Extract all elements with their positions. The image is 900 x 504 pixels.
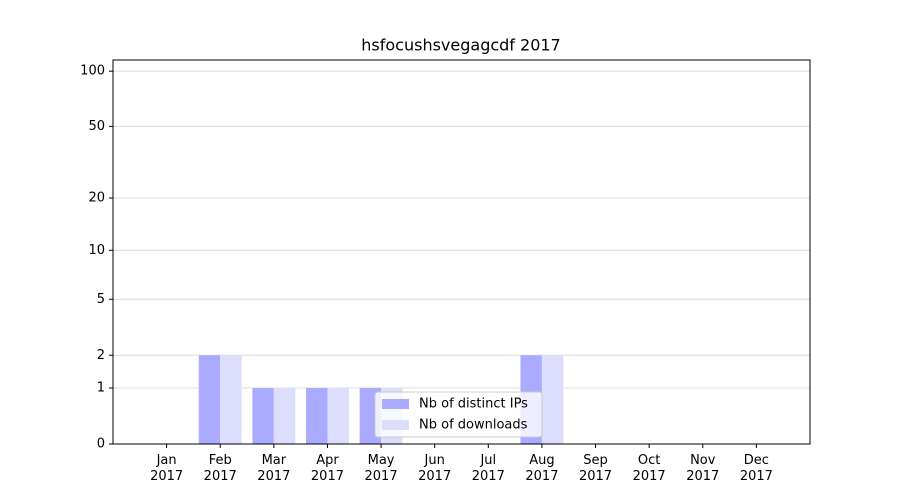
x-tick-label-line: 2017	[633, 469, 666, 484]
bar	[306, 388, 328, 444]
bar	[198, 355, 221, 444]
legend-swatch	[382, 420, 409, 430]
legend-label: Nb of downloads	[419, 418, 528, 433]
x-tick-label-line: 2017	[418, 469, 451, 484]
y-tick-label: 20	[88, 191, 105, 206]
x-tick-label: Dec 2017	[740, 453, 773, 484]
x-tick-label-line: 2017	[740, 469, 773, 484]
bar	[220, 355, 242, 444]
x-tick-label-line: Apr	[316, 453, 339, 468]
x-tick-label: Nov 2017	[686, 453, 719, 484]
bar	[252, 388, 274, 444]
x-tick-label: Oct 2017	[633, 453, 666, 484]
x-tick-label-line: Aug	[529, 453, 554, 468]
x-tick-label: Apr 2017	[311, 453, 344, 484]
y-tick-label: 100	[80, 64, 105, 79]
x-tick-label-line: Feb	[209, 453, 232, 468]
y-tick-label: 50	[88, 119, 105, 134]
y-tick-label: 1	[97, 381, 105, 396]
x-tick-label-line: Jun	[424, 453, 445, 468]
plot-frame	[112, 59, 811, 445]
bar	[273, 388, 296, 444]
x-tick-label-line: Jul	[479, 453, 496, 468]
y-tick-label: 5	[97, 292, 105, 307]
x-tick-label: Aug 2017	[525, 453, 558, 484]
x-tick-label: Jan 2017	[150, 453, 183, 484]
x-tick-label: May 2017	[365, 453, 398, 484]
x-tick-label: Sep 2017	[579, 453, 612, 484]
x-tick-label-line: 2017	[525, 469, 558, 484]
x-tick-label-line: Jan	[156, 453, 177, 468]
bar	[327, 388, 349, 444]
y-tick-label: 10	[88, 243, 105, 258]
legend-label: Nb of distinct IPs	[419, 397, 528, 412]
x-tick-label-line: 2017	[204, 469, 237, 484]
x-tick-label-line: Dec	[744, 453, 769, 468]
x-tick-label-line: 2017	[579, 469, 612, 484]
x-tick-label: Feb 2017	[204, 453, 237, 484]
bar	[541, 355, 564, 444]
legend-box	[374, 391, 543, 438]
chart-title: hsfocushsvegagcdf 2017	[361, 36, 560, 55]
x-tick-label: Jul 2017	[472, 453, 505, 484]
x-tick-label-line: Oct	[638, 453, 660, 468]
x-tick-label: Jun 2017	[418, 453, 451, 484]
x-tick-label-line: 2017	[686, 469, 719, 484]
y-tick-label: 0	[97, 437, 105, 452]
x-tick-label-line: 2017	[472, 469, 505, 484]
x-tick-label: Mar 2017	[257, 453, 290, 484]
legend-swatch	[382, 399, 409, 409]
x-tick-label-line: Nov	[690, 453, 716, 468]
x-tick-label-line: May	[368, 453, 395, 468]
x-tick-label-line: 2017	[150, 469, 183, 484]
x-tick-label-line: Sep	[583, 453, 608, 468]
x-tick-label-line: 2017	[311, 469, 344, 484]
x-tick-label-line: Mar	[262, 453, 287, 468]
x-tick-label-line: 2017	[365, 469, 398, 484]
y-tick-label: 2	[97, 348, 105, 363]
x-tick-label-line: 2017	[257, 469, 290, 484]
